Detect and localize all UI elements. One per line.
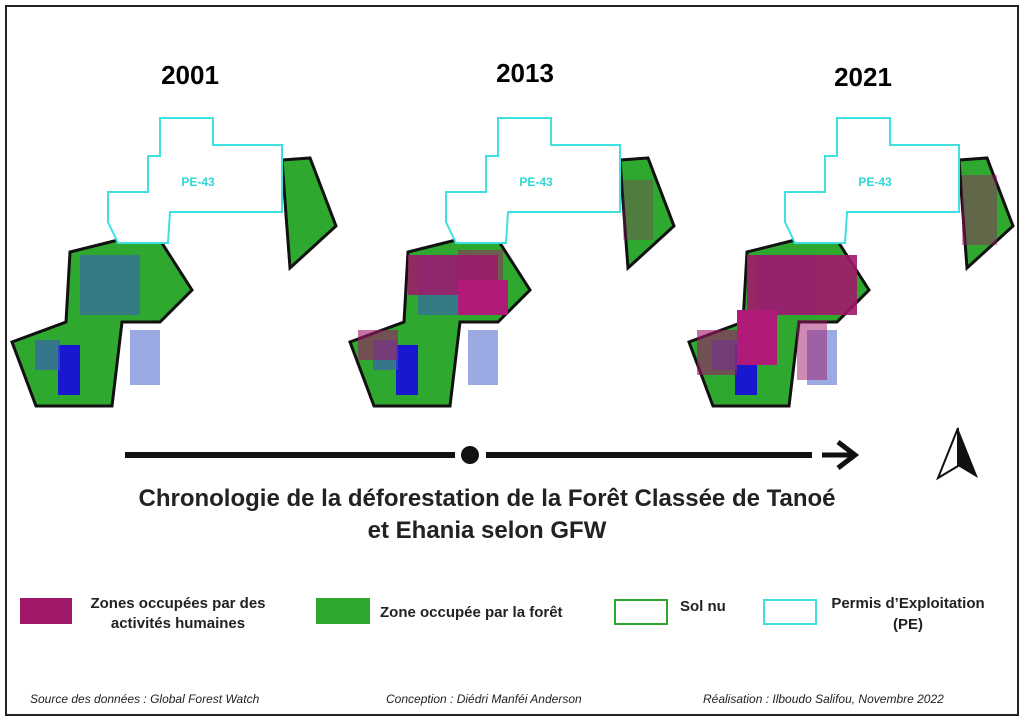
title: Chronologie de la déforestation de la Fo… [138, 485, 835, 512]
legend-label: Permis d’Exploitation [831, 595, 984, 612]
footer-realisation: Réalisation : Ilboudo Salifou, Novembre … [703, 692, 944, 706]
map-2001 [10, 116, 338, 408]
year: 2021 [834, 62, 892, 92]
permit-label: PE-43 [519, 175, 553, 189]
north-arrow [935, 427, 978, 481]
legend-label: Sol nu [680, 598, 726, 615]
legend-label: (PE) [893, 616, 923, 633]
frame [5, 5, 1019, 716]
timeline [125, 440, 860, 470]
year: 2001 [161, 60, 219, 90]
legend-swatch [316, 598, 370, 624]
legend-label: Zone occupée par la forêt [380, 604, 563, 621]
title: et Ehania selon GFW [368, 517, 607, 544]
footer-conception: Conception : Diédri Manféi Anderson [386, 692, 582, 706]
map-2021 [687, 116, 1015, 408]
permit-label: PE-43 [858, 175, 892, 189]
permit-label: PE-43 [181, 175, 215, 189]
year: 2013 [496, 58, 554, 88]
map-2013 [348, 116, 676, 408]
legend-label: activités humaines [111, 615, 245, 632]
footer-source: Source des données : Global Forest Watch [30, 692, 260, 706]
legend-swatch [614, 599, 668, 625]
legend-swatch [763, 599, 817, 625]
legend-label: Zones occupées par des [90, 595, 265, 612]
legend-swatch [20, 598, 72, 624]
